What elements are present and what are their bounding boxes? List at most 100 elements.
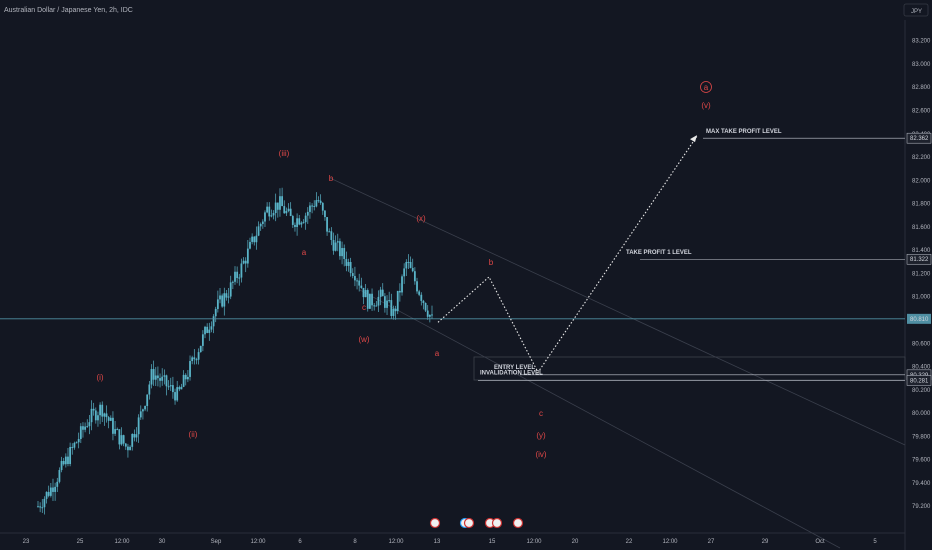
- time-axis-tick: 12:00: [250, 539, 266, 545]
- candle-body: [114, 429, 116, 434]
- level-price-tag-label: 82.362: [910, 136, 929, 142]
- candle-body: [345, 258, 348, 266]
- time-axis-tick: 15: [489, 539, 496, 545]
- candle-body: [142, 409, 144, 412]
- candle-body: [403, 268, 406, 277]
- candle-body: [418, 291, 421, 295]
- candle-body: [184, 374, 187, 380]
- candle-body: [144, 406, 146, 410]
- candle-body: [371, 293, 373, 306]
- candle-body: [422, 300, 425, 303]
- candle-body: [369, 293, 371, 309]
- candle-body: [182, 374, 185, 387]
- wave-labels: (i) (ii) (iii) a b c (w) (x) a b c (y) (iv) (v) a: [96, 81, 712, 459]
- candle-body: [62, 461, 65, 465]
- candle-body: [306, 211, 309, 216]
- candle-body: [388, 300, 391, 302]
- candle-body: [356, 280, 358, 282]
- price-axis-tick: 82.000: [912, 178, 931, 184]
- take-profit-1-level-label: TAKE PROFIT 1 LEVEL: [626, 250, 692, 256]
- event-markers: [429, 517, 524, 529]
- candle-body: [206, 326, 209, 333]
- candle-body: [366, 290, 369, 309]
- candle-body: [146, 394, 149, 406]
- event-marker-icon[interactable]: [429, 517, 441, 529]
- candle-body: [255, 235, 258, 243]
- wave-label: (w): [358, 335, 369, 344]
- candle-body: [52, 487, 54, 492]
- candle-body: [390, 300, 393, 316]
- candle-body: [118, 429, 121, 445]
- price-axis-tick: 82.200: [912, 155, 931, 161]
- candle-body: [334, 242, 337, 251]
- candle-body: [298, 218, 301, 225]
- candle-body: [159, 378, 161, 381]
- candle-body: [139, 411, 142, 418]
- level-price-tag: [906, 375, 932, 386]
- candle-body: [107, 417, 110, 421]
- wave-label: (i): [96, 373, 103, 382]
- candle-body: [165, 375, 168, 387]
- candle-body: [379, 289, 382, 297]
- candle-body: [79, 426, 82, 439]
- candle-body: [431, 314, 433, 316]
- candle-body: [251, 236, 254, 242]
- level-price-tag-label: 80.281: [910, 378, 929, 384]
- candle-body: [172, 385, 174, 393]
- candle-body: [396, 290, 399, 312]
- candle-body: [227, 296, 230, 298]
- candle-body: [424, 302, 427, 311]
- entry-zone-box: [473, 356, 906, 381]
- candle-body: [259, 223, 262, 227]
- candle-body: [302, 222, 305, 224]
- event-marker-icon[interactable]: [491, 517, 503, 529]
- price-axis[interactable]: 79.200 79.400 79.600 79.800 80.000 80.200 80.4…: [906, 39, 932, 511]
- candle-body: [225, 293, 228, 298]
- candle-body: [401, 276, 403, 293]
- candle-body: [148, 384, 151, 395]
- candle-body: [287, 208, 290, 211]
- currency-badge[interactable]: JPY: [903, 3, 929, 17]
- wave-label: a: [704, 83, 709, 92]
- candle-body: [375, 305, 378, 307]
- candle-body: [174, 392, 176, 401]
- candle-body: [420, 294, 423, 301]
- time-axis-tick: 23: [23, 539, 30, 545]
- invalidation-level-label: INVALIDATION LEVEL: [480, 370, 543, 376]
- candle-body: [319, 200, 322, 203]
- price-axis-tick: 80.400: [912, 365, 931, 371]
- candle-body: [343, 248, 346, 259]
- time-axis[interactable]: 23 25 12:00 30 Sep 12:00 6 8 12:00 13 15 12:00 20 22 1…: [23, 539, 878, 545]
- currency-label: JPY: [911, 9, 922, 15]
- candle-body: [88, 422, 91, 427]
- time-axis-tick: 20: [572, 539, 579, 545]
- time-axis-tick: Oct: [815, 539, 825, 545]
- price-axis-tick: 83.200: [912, 39, 931, 45]
- candle-body: [317, 200, 320, 202]
- candle-body: [223, 293, 226, 307]
- candle-body: [135, 434, 138, 438]
- candle-body: [268, 206, 271, 217]
- time-axis-tick: 27: [708, 539, 715, 545]
- wave-label: (iii): [279, 149, 290, 158]
- wave-label: (v): [701, 101, 711, 110]
- price-axis-tick: 83.000: [912, 62, 931, 68]
- candle-body: [75, 442, 78, 444]
- candle-body: [129, 446, 131, 451]
- event-marker-icon[interactable]: [463, 517, 475, 529]
- candle-body: [274, 202, 277, 214]
- candle-body: [212, 316, 215, 327]
- candle-body: [94, 410, 97, 421]
- candle-body: [56, 481, 59, 487]
- candle-body: [86, 426, 89, 428]
- candle-body: [197, 352, 200, 360]
- price-axis-tick: 80.600: [912, 341, 931, 347]
- wave-label: b: [329, 174, 334, 183]
- event-marker-icon[interactable]: [512, 517, 524, 529]
- candle-body: [193, 357, 196, 360]
- price-axis-tick: 80.000: [912, 411, 931, 417]
- symbol-title[interactable]: Australian Dollar / Japanese Yen, 2h, ID…: [4, 7, 133, 14]
- candle-body: [189, 361, 191, 377]
- price-axis-tick: 80.200: [912, 388, 931, 394]
